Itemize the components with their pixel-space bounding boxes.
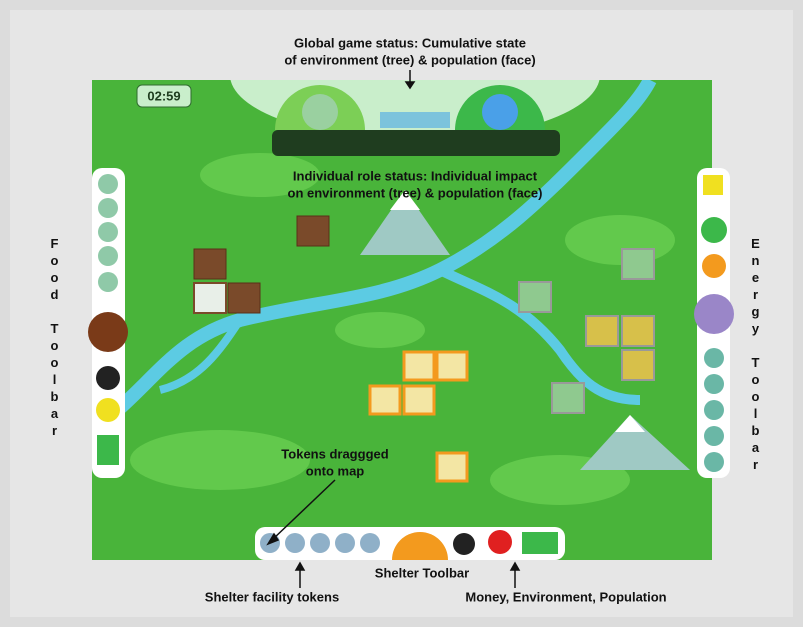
energy-tokens <box>704 348 724 472</box>
river <box>437 265 641 405</box>
food-toolbar-button[interactable] <box>88 312 128 352</box>
energy-toolbar-label: Energy Toolbar <box>748 236 763 474</box>
food-toolbar-label: Food Toolbar <box>47 236 62 440</box>
population-icons <box>380 112 450 128</box>
food-token[interactable] <box>193 282 227 314</box>
token[interactable] <box>98 198 118 218</box>
population-face <box>482 94 518 130</box>
energy-token[interactable] <box>518 281 552 313</box>
arrow <box>271 479 336 541</box>
annotation: on environment (tree) & population (face… <box>288 185 543 200</box>
food-money <box>96 366 120 390</box>
energy-toolbar-button[interactable] <box>694 294 734 334</box>
status-bar <box>272 130 560 156</box>
token[interactable] <box>704 426 724 446</box>
mountain <box>580 415 690 470</box>
annotation: Money, Environment, Population <box>465 589 666 604</box>
food-token[interactable] <box>296 215 330 247</box>
shelter-token[interactable] <box>368 384 402 416</box>
mountain-snow <box>615 415 645 432</box>
shelter-environment <box>488 530 512 554</box>
annotation: of environment (tree) & population (face… <box>284 52 535 67</box>
token[interactable] <box>285 533 305 553</box>
shelter-token[interactable] <box>435 451 469 483</box>
token[interactable] <box>704 348 724 368</box>
food-token[interactable] <box>193 248 227 280</box>
annotation: Shelter facility tokens <box>205 589 339 604</box>
meadow <box>200 153 320 197</box>
meadow <box>335 312 425 348</box>
token[interactable] <box>310 533 330 553</box>
meadow <box>565 215 675 265</box>
token[interactable] <box>360 533 380 553</box>
shelter-token[interactable] <box>402 350 436 382</box>
mountain-snow <box>390 190 420 210</box>
food-environment <box>96 398 120 422</box>
arrows <box>266 70 521 588</box>
token[interactable] <box>704 452 724 472</box>
annotation: Individual role status: Individual impac… <box>293 168 538 183</box>
token[interactable] <box>335 533 355 553</box>
annotation: Shelter Toolbar <box>375 565 469 580</box>
token[interactable] <box>98 222 118 242</box>
shelter-token[interactable] <box>435 350 469 382</box>
token[interactable] <box>98 174 118 194</box>
energy-token[interactable] <box>621 315 655 347</box>
timer: 02:59 <box>147 88 180 103</box>
meadow <box>130 430 310 490</box>
energy-token[interactable] <box>621 248 655 280</box>
arrowhead <box>266 532 280 546</box>
annotation: Global game status: Cumulative state <box>294 35 526 50</box>
energy-token[interactable] <box>621 349 655 381</box>
map <box>92 80 712 560</box>
token[interactable] <box>98 272 118 292</box>
arrowhead <box>404 81 416 90</box>
food-token[interactable] <box>227 282 261 314</box>
token[interactable] <box>704 374 724 394</box>
shelter-money <box>453 533 475 555</box>
energy-environment <box>701 217 727 243</box>
energy-token[interactable] <box>551 382 585 414</box>
arrowhead <box>509 561 521 571</box>
token[interactable] <box>704 400 724 420</box>
mountain <box>360 190 450 255</box>
arrowhead <box>294 561 306 571</box>
river <box>92 80 657 436</box>
shelter-tokens <box>260 533 380 553</box>
river <box>158 317 244 394</box>
timer-box <box>136 84 192 108</box>
shelter-token[interactable] <box>402 384 436 416</box>
annotation: Tokens draggged <box>281 446 388 461</box>
energy-money <box>702 254 726 278</box>
tree-face <box>302 94 338 130</box>
shelter-toolbar-button[interactable] <box>392 532 448 560</box>
food-population <box>97 435 119 465</box>
energy-population <box>703 175 723 195</box>
map-tokens <box>193 215 655 483</box>
food-tokens <box>98 174 118 292</box>
shelter-population <box>522 532 558 554</box>
annotation: onto map <box>306 463 365 478</box>
token[interactable] <box>98 246 118 266</box>
energy-token[interactable] <box>585 315 619 347</box>
